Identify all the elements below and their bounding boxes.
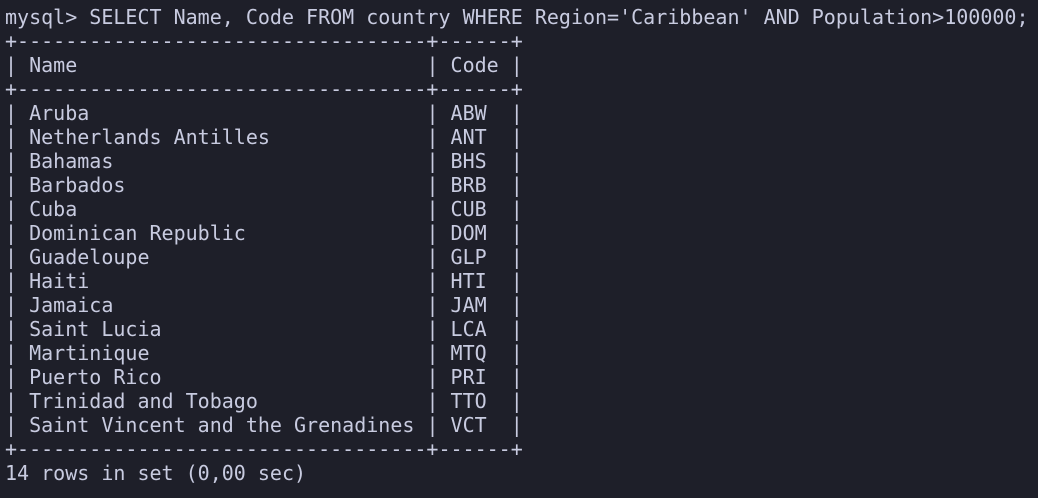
cell-code: PRI xyxy=(450,365,487,389)
cell-name: Saint Lucia xyxy=(29,317,162,341)
table-row: | Haiti | HTI | xyxy=(5,269,523,293)
cell-name: Trinidad and Tobago xyxy=(29,389,258,413)
column-header-name: Name xyxy=(29,53,78,77)
cell-code: TTO xyxy=(450,389,487,413)
cell-name: Saint Vincent and the Grenadines xyxy=(29,413,415,437)
cell-code: JAM xyxy=(450,293,487,317)
table-row: | Barbados | BRB | xyxy=(5,173,523,197)
table-border-top: +----------------------------------+----… xyxy=(5,29,523,53)
cell-name: Haiti xyxy=(29,269,90,293)
cell-code: LCA xyxy=(450,317,487,341)
column-header-code: Code xyxy=(450,53,499,77)
result-summary: 14 rows in set (0,00 sec) xyxy=(5,461,307,485)
command-line: mysql> SELECT Name, Code FROM country WH… xyxy=(5,5,1038,29)
table-header-row: | Name | Code | xyxy=(5,53,523,77)
cell-code: CUB xyxy=(450,197,487,221)
table-row: | Jamaica | JAM | xyxy=(5,293,523,317)
table-row: | Aruba | ABW | xyxy=(5,101,523,125)
cell-code: HTI xyxy=(450,269,487,293)
table-row: | Trinidad and Tobago | TTO | xyxy=(5,389,523,413)
cell-code: BHS xyxy=(450,149,487,173)
cell-name: Aruba xyxy=(29,101,90,125)
table-row: | Netherlands Antilles | ANT | xyxy=(5,125,523,149)
cell-name: Dominican Republic xyxy=(29,221,246,245)
cell-code: DOM xyxy=(450,221,487,245)
cell-name: Martinique xyxy=(29,341,150,365)
cell-code: BRB xyxy=(450,173,487,197)
cell-name: Cuba xyxy=(29,197,78,221)
cell-name: Jamaica xyxy=(29,293,114,317)
cell-code: VCT xyxy=(450,413,487,437)
table-border-bottom: +----------------------------------+----… xyxy=(5,437,523,461)
sql-command: SELECT Name, Code FROM country WHERE Reg… xyxy=(89,5,1029,29)
table-row: | Cuba | CUB | xyxy=(5,197,523,221)
table-border-header: +----------------------------------+----… xyxy=(5,77,523,101)
table-row: | Dominican Republic | DOM | xyxy=(5,221,523,245)
cell-code: ANT xyxy=(450,125,487,149)
table-row: | Saint Lucia | LCA | xyxy=(5,317,523,341)
table-row: | Puerto Rico | PRI | xyxy=(5,365,523,389)
cell-code: GLP xyxy=(450,245,487,269)
cell-code: ABW xyxy=(450,101,487,125)
cell-name: Netherlands Antilles xyxy=(29,125,270,149)
cell-name: Puerto Rico xyxy=(29,365,162,389)
cell-name: Bahamas xyxy=(29,149,114,173)
table-row: | Martinique | MTQ | xyxy=(5,341,523,365)
table-body: | Aruba | ABW | | Netherlands Antilles | … xyxy=(5,101,1038,437)
table-row: | Saint Vincent and the Grenadines | VCT… xyxy=(5,413,523,437)
header-name-pad xyxy=(77,53,414,77)
mysql-prompt: mysql> xyxy=(5,5,78,29)
cell-code: MTQ xyxy=(450,341,487,365)
cell-name: Guadeloupe xyxy=(29,245,150,269)
table-row: | Bahamas | BHS | xyxy=(5,149,523,173)
cell-name: Barbados xyxy=(29,173,126,197)
table-row: | Guadeloupe | GLP | xyxy=(5,245,523,269)
